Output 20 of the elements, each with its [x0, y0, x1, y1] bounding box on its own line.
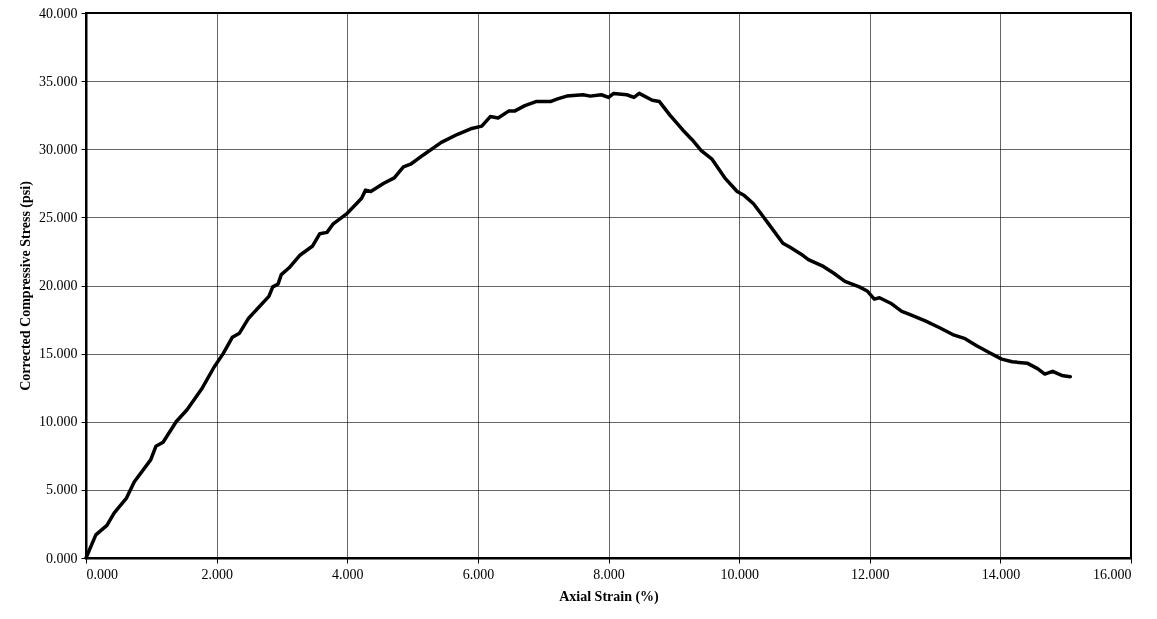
x-tick-label: 12.000	[851, 566, 890, 582]
y-tick-label: 0.000	[46, 550, 78, 566]
x-tick-label: 8.000	[593, 566, 625, 582]
y-tick-label: 10.000	[39, 414, 78, 430]
x-tick-label: 4.000	[332, 566, 364, 582]
y-tick-label: 25.000	[39, 209, 78, 225]
y-axis-title: Corrected Compressive Stress (psi)	[18, 180, 34, 391]
y-tick-label: 30.000	[39, 141, 78, 157]
x-tick-label: 2.000	[201, 566, 233, 582]
x-tick-label: 0.000	[86, 566, 118, 582]
x-axis-title: Axial Strain (%)	[559, 588, 660, 605]
y-tick-label: 40.000	[39, 5, 78, 21]
y-tick-label: 20.000	[39, 278, 78, 293]
x-tick-label: 10.000	[720, 566, 759, 582]
x-tick-label: 14.000	[981, 566, 1021, 582]
x-tick-label: 6.000	[462, 566, 495, 582]
y-tick-label: 5.000	[46, 482, 78, 498]
y-tick-label: 15.000	[39, 346, 78, 362]
x-tick-label: 16.000	[1093, 566, 1132, 582]
y-tick-label: 35.000	[39, 73, 78, 89]
